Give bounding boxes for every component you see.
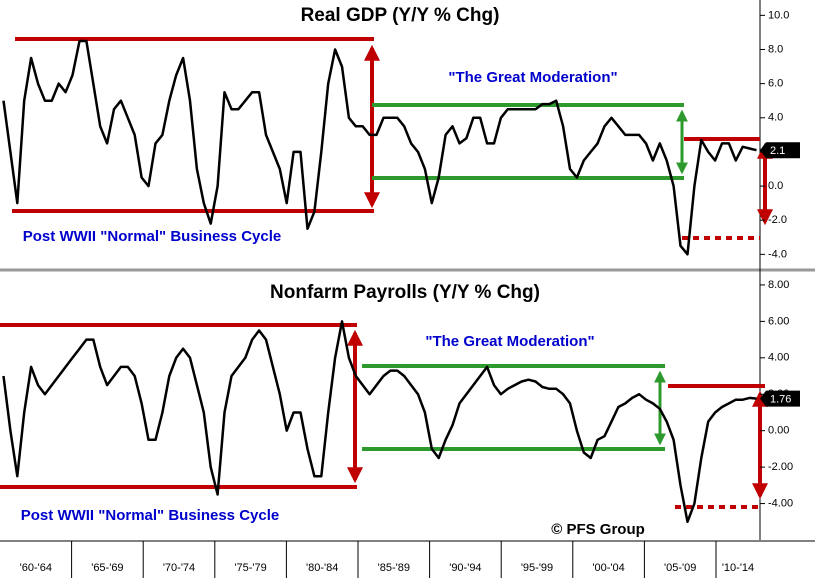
annotation: Post WWII "Normal" Business Cycle [21,507,279,524]
y-tick-label: -2.0 [768,214,787,226]
x-tick-label: '70-'74 [163,562,195,574]
y-tick-label: 0.00 [768,425,789,437]
chart-title: Nonfarm Payrolls (Y/Y % Chg) [270,282,540,303]
y-tick-label: 8.00 [768,279,789,291]
current-value-box [760,142,800,159]
annotation: "The Great Moderation" [448,69,617,86]
x-tick-label: '00-'04 [592,562,624,574]
y-tick-label: 0.0 [768,180,783,192]
current-value-label: 2.1 [770,145,785,157]
y-tick-label: 6.0 [768,78,783,90]
y-tick-label: -4.00 [768,497,793,509]
x-tick-label: '85-'89 [378,562,410,574]
y-tick-label: -4.0 [768,248,787,260]
current-value-box [760,390,800,407]
y-tick-label: 8.0 [768,43,783,55]
y-tick-label: 4.0 [768,112,783,124]
series-line [2,39,757,256]
y-tick-label: 6.00 [768,315,789,327]
y-tick-label: 4.00 [768,352,789,364]
credit: © PFS Group [551,521,645,538]
y-tick-label: -2.00 [768,461,793,473]
x-tick-label: '90-'94 [449,562,481,574]
x-tick-label: '10-'14 [722,562,754,574]
x-tick-label: '75-'79 [234,562,266,574]
x-tick-label: '60-'64 [20,562,52,574]
series-line [2,320,757,524]
x-tick-label: '65-'69 [91,562,123,574]
x-tick-label: '95-'99 [521,562,553,574]
y-tick-label: 10.0 [768,9,789,21]
annotation: "The Great Moderation" [425,333,594,350]
annotation: Post WWII "Normal" Business Cycle [23,228,281,245]
x-tick-label: '80-'84 [306,562,338,574]
current-value-label: 1.76 [770,394,791,406]
chart-title: Real GDP (Y/Y % Chg) [301,5,500,26]
annotation-lines [0,37,773,509]
x-tick-label: '05-'09 [664,562,696,574]
